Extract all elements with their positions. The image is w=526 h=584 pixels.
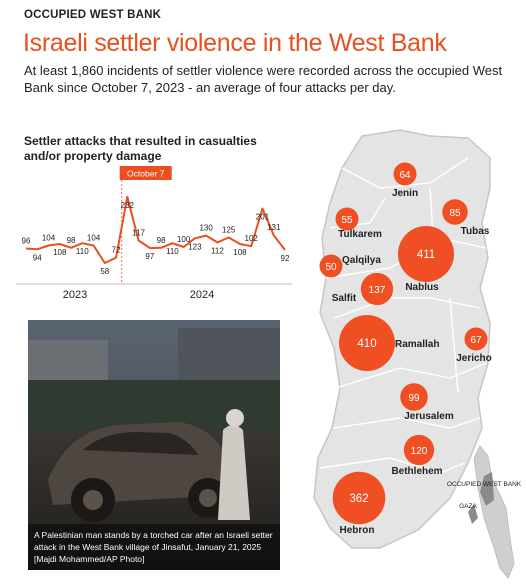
subheadline: At least 1,860 incidents of settler viol…	[24, 63, 503, 95]
bubble-jerusalem	[400, 383, 428, 411]
region-label: Nablus	[405, 282, 439, 293]
data-label: 98	[157, 236, 166, 245]
bubble-value: 411	[417, 249, 435, 261]
bubble-value: 55	[341, 215, 353, 226]
bubble-nablus	[398, 226, 454, 282]
headline: Israeli settler violence in the West Ban…	[23, 29, 447, 57]
data-label: 104	[42, 233, 56, 242]
data-label: 102	[245, 234, 259, 243]
annotation-label: October 7	[127, 169, 165, 179]
bubble-value: 120	[411, 446, 428, 457]
bubble-salfit	[360, 272, 394, 306]
kicker: OCCUPIED WEST BANK	[24, 9, 162, 21]
region-label: Salfit	[332, 293, 357, 304]
bubble-value: 50	[325, 262, 337, 273]
data-label: 117	[132, 229, 145, 238]
data-label: 98	[67, 236, 76, 245]
burned-car-photo-icon	[28, 320, 280, 570]
gaza-label: GAZA	[459, 503, 477, 510]
region-label: Qalqilya	[342, 255, 381, 266]
data-label: 96	[22, 237, 31, 246]
data-label: 125	[222, 226, 236, 235]
region-label: Bethlehem	[391, 466, 442, 477]
attacks-line-chart: October 79694104108981101045872232117979…	[16, 166, 292, 301]
data-label: 104	[87, 233, 101, 242]
data-label: 94	[33, 253, 42, 262]
data-label: 131	[267, 223, 281, 232]
data-label: 110	[76, 247, 89, 256]
region-label: Tulkarem	[338, 229, 382, 240]
location-inset: OCCUPIED WEST BANK GAZA	[447, 445, 522, 579]
bubble-hebron	[332, 471, 386, 525]
bubble-value: 85	[449, 208, 461, 219]
region-label: Jenin	[392, 188, 418, 199]
bubble-qalqilya	[319, 254, 343, 278]
bubble-ramallah	[339, 315, 395, 371]
bubble-tulkarem	[335, 207, 359, 231]
data-label: 92	[281, 254, 290, 263]
bubble-jenin	[393, 162, 417, 186]
annotation-box	[119, 166, 172, 180]
bubble-value: 67	[470, 335, 482, 346]
bubble-value: 64	[399, 170, 411, 181]
bubble-value: 362	[349, 493, 368, 505]
series-line	[25, 195, 286, 264]
data-label: 110	[166, 247, 179, 256]
data-label: 108	[233, 248, 247, 257]
inset-label: OCCUPIED WEST BANK	[447, 481, 522, 488]
year-label: 2024	[190, 289, 214, 301]
bubble-value: 99	[408, 393, 420, 404]
region-label: Hebron	[340, 525, 375, 536]
region-label: Jerusalem	[404, 411, 454, 422]
data-label: 100	[177, 235, 191, 244]
bubble-bethlehem	[403, 434, 435, 466]
data-label: 232	[121, 201, 135, 210]
data-label: 130	[199, 224, 213, 233]
news-photo: A Palestinian man stands by a torched ca…	[28, 320, 280, 570]
data-label: 72	[112, 246, 121, 255]
data-label: 201	[256, 213, 270, 222]
region-label: Ramallah	[395, 339, 439, 350]
year-label: 2023	[63, 289, 87, 301]
data-label: 108	[53, 248, 67, 257]
bubble-tubas	[442, 199, 468, 225]
bubble-value: 410	[357, 338, 376, 350]
data-label: 58	[100, 267, 109, 276]
data-label: 123	[188, 242, 202, 251]
bubble-jericho	[464, 327, 488, 351]
bubble-value: 137	[369, 285, 386, 296]
chart-title: Settler attacks that resulted in casualt…	[24, 134, 257, 163]
data-label: 112	[211, 246, 224, 255]
data-label: 97	[145, 252, 154, 261]
region-label: Tubas	[461, 226, 490, 237]
photo-caption: A Palestinian man stands by a torched ca…	[28, 524, 280, 570]
region-label: Jericho	[456, 353, 492, 364]
